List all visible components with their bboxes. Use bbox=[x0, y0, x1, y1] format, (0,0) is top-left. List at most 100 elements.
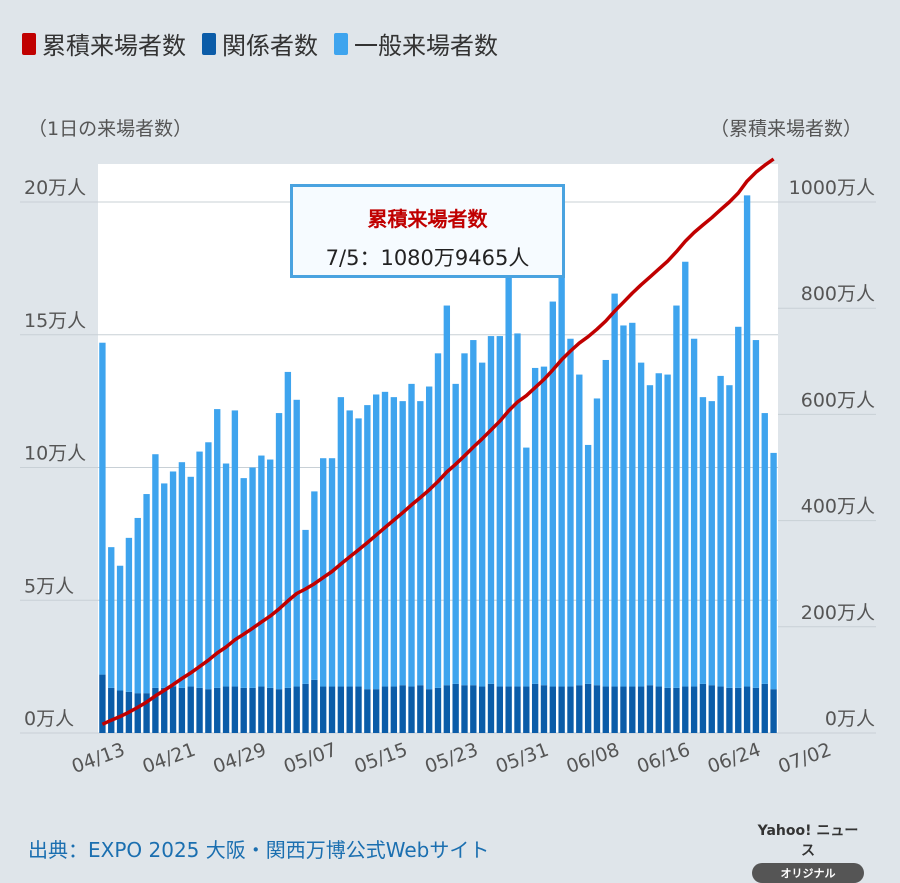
legend-item-cumulative: 累積来場者数 bbox=[22, 26, 186, 61]
bar-general bbox=[152, 454, 159, 688]
bar-staff bbox=[417, 685, 424, 733]
bar-general bbox=[593, 398, 601, 686]
bar-staff bbox=[655, 686, 662, 733]
bar-staff bbox=[152, 687, 159, 733]
bar-staff bbox=[593, 685, 601, 733]
bar-staff bbox=[284, 687, 292, 733]
bar-staff bbox=[320, 686, 327, 733]
legend-label-general: 一般来場者数 bbox=[354, 32, 498, 60]
bar-staff bbox=[717, 686, 724, 733]
right-tick-label: 600万人 bbox=[801, 389, 875, 411]
bar-general bbox=[496, 336, 503, 687]
bar-staff bbox=[761, 683, 768, 733]
legend: 累積来場者数 関係者数 一般来場者数 bbox=[22, 26, 508, 61]
bar-staff bbox=[708, 685, 715, 733]
bar-general bbox=[161, 483, 168, 688]
bar-staff bbox=[540, 685, 548, 733]
right-tick-label: 1000万人 bbox=[789, 177, 875, 199]
legend-label-staff: 関係者数 bbox=[222, 32, 318, 60]
cumulative-callout: 累積来場者数 7/5：1080万9465人 bbox=[290, 184, 565, 278]
left-tick-label: 10万人 bbox=[24, 443, 86, 465]
bar-general bbox=[249, 467, 256, 688]
bar-general bbox=[390, 397, 398, 687]
bar-staff bbox=[673, 687, 680, 733]
bar-general bbox=[549, 301, 556, 687]
bar-general bbox=[196, 451, 203, 688]
bar-staff bbox=[108, 687, 115, 733]
bar-staff bbox=[214, 687, 221, 733]
bar-general bbox=[381, 391, 389, 687]
bar-staff bbox=[161, 687, 168, 733]
bar-general bbox=[514, 333, 521, 687]
bar-general bbox=[576, 374, 583, 686]
bar-general bbox=[646, 385, 654, 686]
bar-general bbox=[337, 397, 345, 687]
bar-general bbox=[487, 336, 495, 684]
bar-general bbox=[143, 494, 150, 694]
bar-general bbox=[346, 410, 353, 687]
bar-general bbox=[267, 459, 274, 688]
bar-staff bbox=[134, 693, 141, 733]
bar-general bbox=[178, 462, 186, 688]
bar-general bbox=[125, 537, 133, 692]
bar-general bbox=[540, 366, 548, 686]
bar-staff bbox=[390, 686, 398, 733]
bar-general bbox=[752, 340, 760, 688]
bar-general bbox=[682, 261, 689, 687]
bar-staff bbox=[646, 685, 654, 733]
right-tick-label: 200万人 bbox=[801, 602, 875, 624]
bar-general bbox=[708, 401, 715, 686]
bar-staff bbox=[267, 687, 274, 733]
bar-staff bbox=[205, 689, 212, 733]
bar-staff bbox=[364, 689, 371, 733]
bar-general bbox=[425, 386, 433, 690]
bar-staff bbox=[116, 690, 124, 733]
bar-staff bbox=[311, 679, 318, 733]
bar-general bbox=[284, 371, 292, 688]
bar-general bbox=[452, 383, 459, 684]
bar-staff bbox=[567, 686, 574, 733]
bar-general bbox=[169, 471, 177, 687]
bar-staff bbox=[558, 686, 565, 733]
bar-general bbox=[470, 340, 477, 686]
bar-staff bbox=[470, 685, 477, 733]
bar-staff bbox=[373, 689, 380, 733]
bar-staff bbox=[487, 683, 495, 733]
bar-staff bbox=[514, 686, 521, 733]
x-tick-label: 05/15 bbox=[351, 739, 410, 778]
bar-staff bbox=[425, 689, 433, 733]
bar-general bbox=[531, 367, 539, 684]
bar-general bbox=[399, 401, 406, 686]
left-tick-label: 5万人 bbox=[24, 575, 74, 597]
bar-staff bbox=[664, 687, 671, 733]
legend-item-general: 一般来場者数 bbox=[334, 26, 498, 61]
legend-item-staff: 関係者数 bbox=[202, 26, 318, 61]
x-tick-label: 05/31 bbox=[493, 739, 552, 778]
bar-general bbox=[214, 409, 221, 688]
bar-general bbox=[116, 565, 124, 691]
bar-general bbox=[567, 338, 574, 687]
x-tick-label: 05/23 bbox=[422, 739, 481, 778]
bar-general bbox=[231, 410, 239, 687]
bar-general bbox=[655, 373, 662, 687]
right-tick-label: 0万人 bbox=[825, 708, 875, 730]
logo-badge: オリジナル bbox=[752, 863, 864, 883]
x-tick-label: 06/08 bbox=[563, 739, 622, 778]
bar-general bbox=[275, 413, 283, 690]
bar-general bbox=[637, 362, 645, 687]
bar-staff bbox=[752, 687, 760, 733]
bar-staff bbox=[461, 685, 468, 733]
x-tick-label: 04/21 bbox=[140, 739, 199, 778]
bar-general bbox=[726, 385, 733, 688]
bar-general bbox=[629, 322, 636, 687]
bar-staff bbox=[620, 686, 627, 733]
bar-staff bbox=[337, 686, 345, 733]
callout-title: 累積来場者数 bbox=[367, 207, 488, 231]
bar-staff bbox=[735, 687, 742, 733]
bar-staff bbox=[399, 685, 406, 733]
bar-staff bbox=[249, 687, 256, 733]
bar-staff bbox=[726, 687, 733, 733]
source-credit: 出典：EXPO 2025 大阪・関西万博公式Webサイト bbox=[28, 838, 490, 862]
bar-general bbox=[743, 195, 751, 687]
bar-staff bbox=[99, 674, 106, 733]
